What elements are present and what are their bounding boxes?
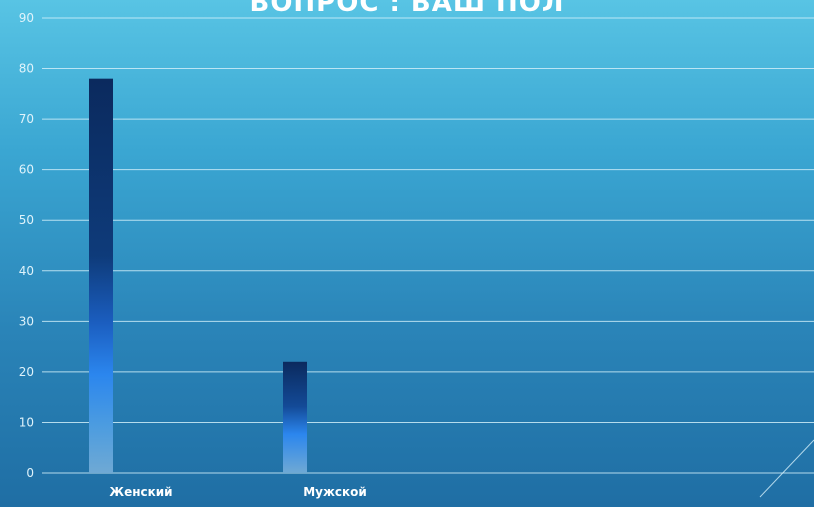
bar-female — [89, 78, 113, 474]
y-tick-label: 60 — [19, 163, 34, 177]
y-tick-label: 70 — [19, 112, 34, 126]
y-tick-label: 40 — [19, 264, 34, 278]
decorative-diagonal-line — [759, 439, 814, 498]
y-tick-label: 0 — [26, 466, 34, 480]
chart-title: ВОПРОС : ВАШ ПОЛ — [249, 0, 565, 18]
y-tick-label: 20 — [19, 365, 34, 379]
y-tick-label: 30 — [19, 314, 34, 328]
y-tick-label: 50 — [19, 213, 34, 227]
y-tick-label: 80 — [19, 62, 34, 76]
x-category-label: Женский — [109, 485, 172, 499]
x-category-label: Мужской — [303, 485, 367, 499]
label-layer: 0 10 20 30 40 50 60 70 80 90 Женский Мужской — [19, 11, 367, 499]
y-tick-label: 10 — [19, 415, 34, 429]
bar-male — [283, 361, 307, 473]
y-tick-label: 90 — [19, 11, 34, 25]
grid-layer — [42, 17, 814, 474]
bar-layer — [89, 78, 307, 474]
